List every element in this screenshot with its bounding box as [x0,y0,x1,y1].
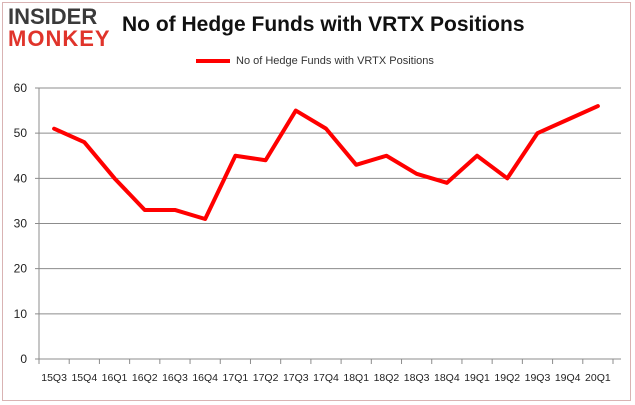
x-tick-label: 19Q1 [464,372,490,384]
y-tick-label: 0 [20,352,27,366]
legend-swatch [196,59,230,63]
data-point [475,154,479,158]
data-point [415,172,419,176]
data-point [143,208,147,212]
data-point [445,181,449,185]
chart-frame [2,2,631,401]
data-point [324,127,328,131]
y-tick-label: 50 [14,126,28,140]
legend-label: No of Hedge Funds with VRTX Positions [236,55,434,67]
y-tick-label: 40 [14,171,28,185]
logo-line1: INSIDER [8,4,98,29]
x-tick-label: 20Q1 [585,372,611,384]
data-point [596,104,600,108]
data-point [535,131,539,135]
x-tick-label: 17Q4 [313,372,339,384]
legend: No of Hedge Funds with VRTX Positions [196,55,434,67]
data-point [233,154,237,158]
x-tick-label: 18Q1 [343,372,369,384]
x-tick-label: 19Q2 [494,372,520,384]
x-tick-label: 17Q2 [253,372,279,384]
data-point [173,208,177,212]
insider-monkey-logo: INSIDER MONKEY [8,6,116,50]
x-tick-label: 19Q4 [555,372,581,384]
logo-line2: MONKEY [8,26,111,51]
x-tick-label: 15Q3 [41,372,67,384]
data-point [52,127,56,131]
data-point [264,158,268,162]
x-tick-label: 17Q1 [223,372,249,384]
y-tick-label: 10 [14,307,28,321]
chart-title: No of Hedge Funds with VRTX Positions [122,13,525,36]
data-point [384,154,388,158]
x-tick-label: 18Q4 [434,372,460,384]
x-tick-label: 18Q2 [374,372,400,384]
data-point [505,176,509,180]
y-tick-label: 20 [14,262,28,276]
data-point [203,217,207,221]
x-tick-label: 16Q4 [192,372,218,384]
y-tick-label: 60 [14,81,28,95]
data-point [354,163,358,167]
y-tick-label: 30 [14,217,28,231]
data-point [566,118,570,122]
x-tick-label: 15Q4 [71,372,97,384]
x-tick-label: 18Q3 [404,372,430,384]
x-tick-label: 16Q1 [102,372,128,384]
x-tick-label: 19Q3 [525,372,551,384]
series-line [52,104,600,221]
data-point [82,140,86,144]
x-tick-label: 16Q2 [132,372,158,384]
x-tick-label: 17Q3 [283,372,309,384]
x-tick-label: 16Q3 [162,372,188,384]
data-point [294,109,298,113]
data-point [113,176,117,180]
